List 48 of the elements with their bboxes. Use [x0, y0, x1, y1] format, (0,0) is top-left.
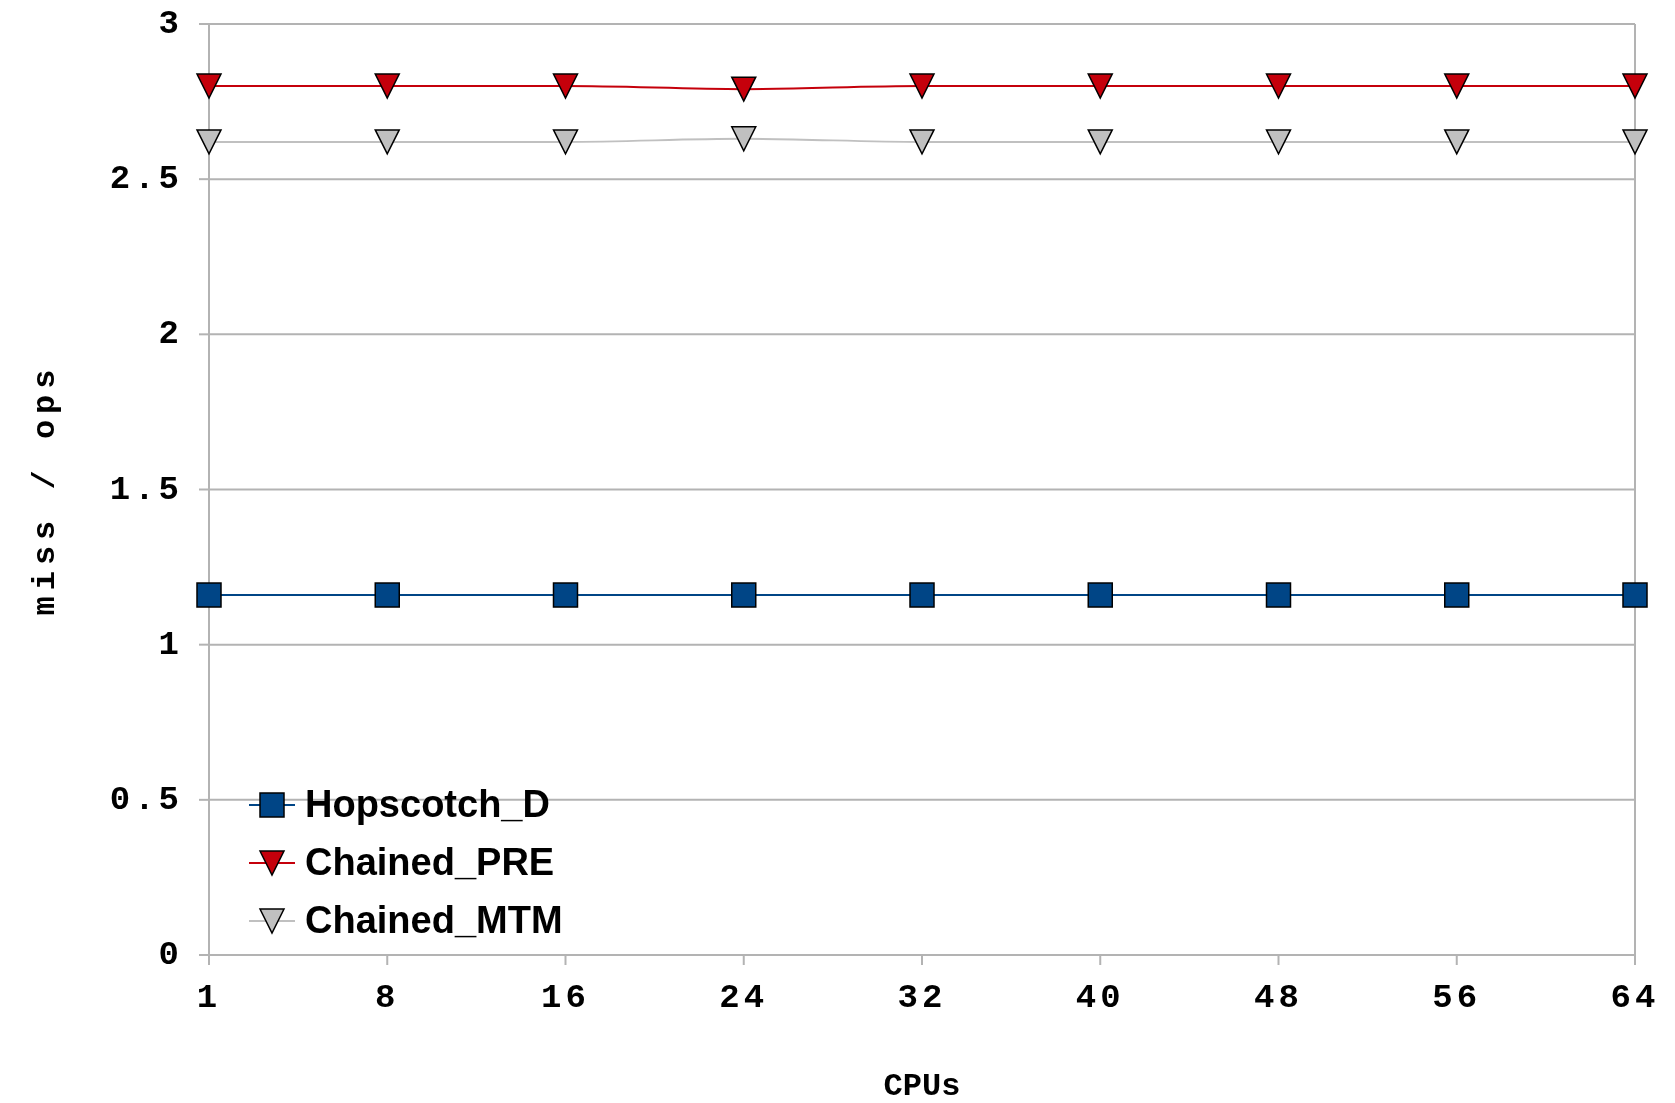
- point: [552, 129, 579, 155]
- x-tick-label: 1: [196, 979, 222, 1017]
- point: [731, 582, 757, 608]
- point: [1087, 129, 1113, 155]
- point: [552, 73, 579, 99]
- point: [196, 129, 222, 155]
- point: [909, 582, 935, 608]
- y-tick-label: 0.5: [109, 780, 183, 819]
- point: [196, 73, 222, 99]
- point: [909, 73, 935, 99]
- x-tick-label: 64: [1610, 979, 1660, 1017]
- legend-label: Hopscotch_D: [305, 783, 550, 825]
- point: [374, 582, 400, 608]
- point: [374, 129, 400, 155]
- point: [1087, 582, 1113, 608]
- point: [552, 582, 579, 608]
- point: [1265, 582, 1292, 608]
- y-tick-label: 1: [158, 625, 183, 664]
- point: [1622, 129, 1648, 155]
- point: [731, 126, 757, 152]
- y-tick-label: 0: [158, 936, 183, 974]
- x-tick-label: 32: [897, 979, 947, 1017]
- point: [1265, 73, 1292, 99]
- point: [1622, 582, 1648, 608]
- point: [909, 129, 935, 155]
- point: [1444, 129, 1470, 155]
- x-tick-label: 40: [1075, 979, 1125, 1017]
- x-axis-title: CPUs: [883, 1068, 961, 1103]
- y-tick-label: 2.5: [109, 160, 183, 199]
- x-tick-label: 8: [375, 979, 400, 1017]
- legend-label: Chained_MTM: [305, 899, 563, 941]
- y-axis-title: miss / ops: [27, 363, 64, 616]
- y-tick-label: 1.5: [109, 470, 183, 509]
- point: [1265, 129, 1292, 155]
- y-tick-label: 3: [158, 5, 183, 43]
- x-tick-label: 16: [541, 979, 590, 1017]
- point: [1444, 582, 1470, 608]
- point: [196, 582, 222, 608]
- x-tick-label: 48: [1254, 979, 1303, 1017]
- point: [1444, 73, 1470, 99]
- point: [374, 73, 400, 99]
- x-tick-label: 56: [1432, 979, 1482, 1017]
- legend-label: Chained_PRE: [305, 841, 555, 883]
- point: [1087, 73, 1113, 99]
- point: [1622, 73, 1648, 99]
- y-tick-label: 2: [158, 315, 183, 354]
- x-tick-label: 24: [719, 979, 769, 1017]
- point: [731, 76, 757, 102]
